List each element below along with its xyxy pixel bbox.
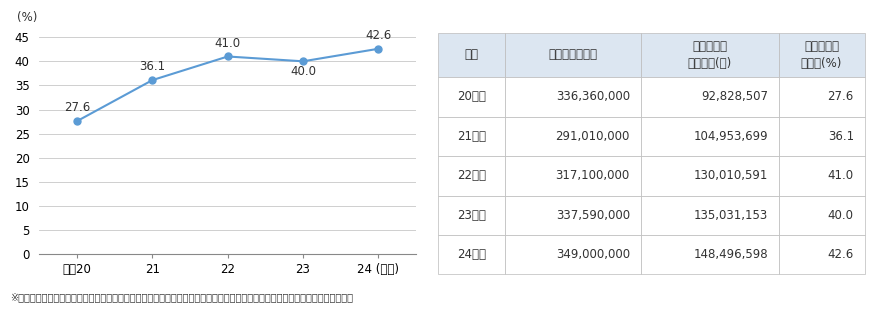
Bar bbox=[779, 156, 864, 196]
Bar bbox=[640, 33, 779, 77]
Text: 24年度: 24年度 bbox=[457, 248, 486, 261]
Bar bbox=[640, 235, 779, 274]
Text: 27.6: 27.6 bbox=[64, 101, 90, 114]
Text: オンライン
利用率(%): オンライン 利用率(%) bbox=[801, 40, 843, 70]
Text: 20年度: 20年度 bbox=[457, 91, 486, 104]
Bar bbox=[438, 77, 505, 117]
Text: 40.0: 40.0 bbox=[828, 209, 854, 222]
Text: ※年間総手続件数は、対象手続を既にオンライン化している団体における総手続件数と人口を元に算出した、全国における推計値: ※年間総手続件数は、対象手続を既にオンライン化している団体における総手続件数と人… bbox=[10, 292, 354, 302]
Text: 36.1: 36.1 bbox=[139, 60, 165, 73]
Bar bbox=[779, 117, 864, 156]
Bar bbox=[505, 235, 640, 274]
Text: 40.0: 40.0 bbox=[290, 65, 316, 78]
Text: 135,031,153: 135,031,153 bbox=[694, 209, 768, 222]
Text: 22年度: 22年度 bbox=[457, 169, 486, 182]
Text: 年間総手続件数: 年間総手続件数 bbox=[549, 48, 598, 61]
Text: 41.0: 41.0 bbox=[214, 37, 241, 50]
Text: 42.6: 42.6 bbox=[365, 29, 391, 42]
Text: 148,496,598: 148,496,598 bbox=[693, 248, 768, 261]
Bar bbox=[505, 196, 640, 235]
Bar bbox=[640, 77, 779, 117]
Bar bbox=[640, 196, 779, 235]
Bar bbox=[505, 77, 640, 117]
Bar bbox=[438, 117, 505, 156]
Text: 27.6: 27.6 bbox=[828, 91, 854, 104]
Text: 23年度: 23年度 bbox=[457, 209, 486, 222]
Bar bbox=[640, 117, 779, 156]
Bar bbox=[438, 235, 505, 274]
Bar bbox=[640, 156, 779, 196]
Text: 21年度: 21年度 bbox=[457, 130, 486, 143]
Bar bbox=[505, 33, 640, 77]
Text: 36.1: 36.1 bbox=[828, 130, 854, 143]
Text: (%): (%) bbox=[17, 11, 37, 24]
Bar bbox=[438, 156, 505, 196]
Text: 42.6: 42.6 bbox=[828, 248, 854, 261]
Bar bbox=[779, 235, 864, 274]
Text: オンライン
利用件数(件): オンライン 利用件数(件) bbox=[688, 40, 732, 70]
Text: 年度: 年度 bbox=[465, 48, 479, 61]
Text: 349,000,000: 349,000,000 bbox=[556, 248, 630, 261]
Bar bbox=[779, 196, 864, 235]
Text: 92,828,507: 92,828,507 bbox=[701, 91, 768, 104]
Text: 104,953,699: 104,953,699 bbox=[693, 130, 768, 143]
Bar bbox=[779, 77, 864, 117]
Text: 336,360,000: 336,360,000 bbox=[556, 91, 630, 104]
Bar bbox=[505, 156, 640, 196]
Text: 317,100,000: 317,100,000 bbox=[556, 169, 630, 182]
Bar bbox=[438, 33, 505, 77]
Text: 291,010,000: 291,010,000 bbox=[556, 130, 630, 143]
Text: 337,590,000: 337,590,000 bbox=[556, 209, 630, 222]
Bar bbox=[779, 33, 864, 77]
Text: 41.0: 41.0 bbox=[828, 169, 854, 182]
Bar bbox=[438, 196, 505, 235]
Bar bbox=[505, 117, 640, 156]
Text: 130,010,591: 130,010,591 bbox=[694, 169, 768, 182]
